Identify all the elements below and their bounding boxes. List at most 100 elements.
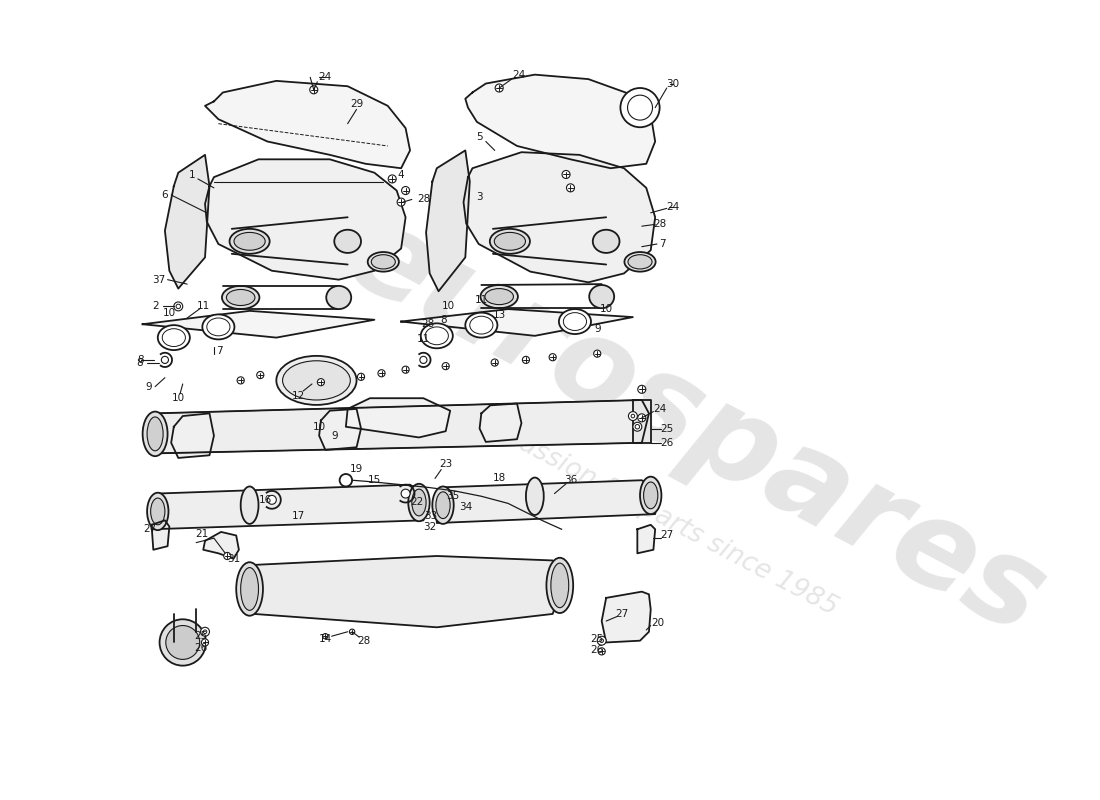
Circle shape (627, 95, 652, 120)
Text: 20: 20 (651, 618, 664, 628)
Circle shape (358, 374, 364, 380)
Text: 2: 2 (153, 302, 159, 311)
Text: 27: 27 (660, 530, 673, 541)
Circle shape (492, 359, 498, 366)
Ellipse shape (526, 478, 543, 515)
Text: 16: 16 (258, 495, 273, 505)
Ellipse shape (490, 229, 530, 254)
Text: 7: 7 (659, 239, 666, 249)
Circle shape (562, 170, 570, 178)
Ellipse shape (481, 285, 518, 308)
Circle shape (201, 639, 209, 646)
Text: 7: 7 (216, 346, 222, 356)
Polygon shape (239, 556, 566, 627)
Text: 34: 34 (459, 502, 472, 512)
Ellipse shape (234, 233, 265, 250)
Ellipse shape (593, 230, 619, 253)
Text: 10: 10 (442, 302, 455, 311)
Text: 28: 28 (653, 219, 667, 230)
Ellipse shape (147, 493, 168, 530)
Circle shape (378, 370, 385, 377)
Ellipse shape (408, 484, 430, 522)
Polygon shape (319, 409, 361, 450)
Circle shape (174, 302, 183, 311)
Text: 37: 37 (152, 274, 165, 285)
Text: 27: 27 (616, 609, 629, 619)
Ellipse shape (547, 558, 573, 613)
Ellipse shape (162, 329, 186, 346)
Ellipse shape (420, 323, 453, 348)
Text: 27: 27 (143, 524, 156, 534)
Circle shape (310, 86, 318, 94)
Polygon shape (150, 400, 649, 454)
Ellipse shape (241, 567, 258, 610)
Text: 1: 1 (188, 170, 195, 180)
Text: 10: 10 (600, 304, 613, 314)
Polygon shape (437, 480, 658, 523)
Text: 25: 25 (194, 631, 207, 642)
Text: 28: 28 (421, 319, 434, 330)
Text: 32: 32 (424, 522, 437, 531)
Ellipse shape (628, 254, 652, 269)
Ellipse shape (327, 286, 351, 309)
Circle shape (223, 553, 231, 559)
Circle shape (566, 184, 574, 192)
Circle shape (628, 411, 637, 421)
Ellipse shape (426, 327, 449, 345)
Ellipse shape (644, 482, 658, 509)
Text: 15: 15 (367, 475, 381, 486)
Ellipse shape (276, 356, 356, 405)
Text: 5: 5 (476, 132, 483, 142)
Circle shape (638, 414, 646, 422)
Circle shape (420, 356, 427, 363)
Polygon shape (632, 400, 651, 442)
Text: 30: 30 (667, 78, 680, 89)
Text: 35: 35 (447, 491, 460, 502)
Ellipse shape (222, 286, 260, 309)
Ellipse shape (559, 309, 591, 334)
Text: 26: 26 (591, 646, 604, 655)
Text: 22: 22 (410, 497, 424, 506)
Ellipse shape (157, 325, 190, 350)
Polygon shape (172, 414, 213, 458)
Circle shape (267, 495, 276, 504)
Text: 10: 10 (172, 394, 185, 403)
Text: 24: 24 (653, 404, 667, 414)
Text: 8: 8 (441, 314, 448, 325)
Text: 18: 18 (493, 474, 506, 483)
Ellipse shape (236, 562, 263, 616)
Circle shape (522, 356, 529, 363)
Text: 3: 3 (476, 192, 483, 202)
Circle shape (176, 304, 180, 309)
Ellipse shape (202, 314, 234, 339)
Text: 24: 24 (319, 72, 332, 82)
Text: 10: 10 (163, 308, 176, 318)
Text: 25: 25 (660, 423, 673, 434)
Text: 25: 25 (591, 634, 604, 644)
Ellipse shape (551, 563, 569, 608)
Ellipse shape (241, 486, 258, 524)
Ellipse shape (411, 489, 426, 516)
Polygon shape (463, 152, 656, 282)
Ellipse shape (625, 252, 656, 272)
Ellipse shape (166, 626, 200, 659)
Ellipse shape (283, 361, 350, 400)
Polygon shape (205, 81, 410, 168)
Ellipse shape (227, 290, 255, 306)
Circle shape (442, 362, 449, 370)
Circle shape (632, 422, 641, 431)
Circle shape (635, 425, 639, 429)
Text: 17: 17 (292, 511, 305, 521)
Text: 8: 8 (136, 358, 143, 367)
Text: 19: 19 (350, 464, 363, 474)
Polygon shape (426, 150, 470, 291)
Circle shape (600, 639, 604, 642)
Ellipse shape (372, 254, 395, 269)
Text: 11: 11 (475, 295, 488, 305)
Circle shape (397, 198, 405, 206)
Text: 26: 26 (660, 438, 673, 448)
Circle shape (350, 629, 355, 634)
Text: 24: 24 (667, 202, 680, 211)
Circle shape (200, 627, 209, 636)
Ellipse shape (367, 252, 399, 272)
